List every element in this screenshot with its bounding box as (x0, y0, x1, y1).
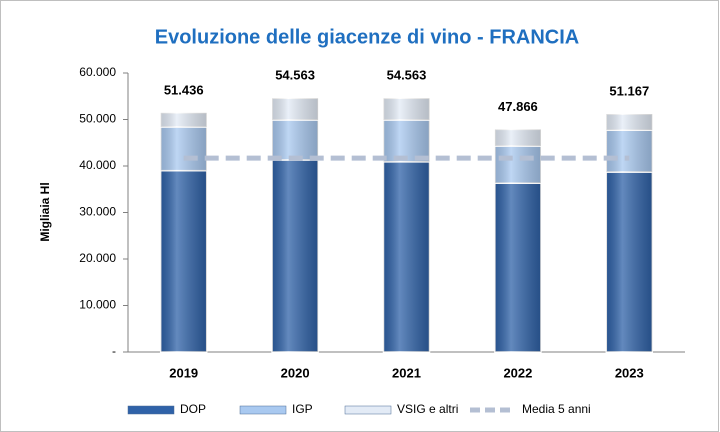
legend-swatch (127, 405, 175, 415)
y-tick-label: 10.000 (79, 298, 116, 312)
bar-shine (383, 98, 430, 120)
x-tick-label: 2020 (281, 365, 310, 380)
y-tick-label: 50.000 (79, 112, 116, 126)
bar-shine (606, 114, 653, 131)
y-tick-label: 30.000 (79, 205, 116, 219)
chart-title: Evoluzione delle giacenze di vino - FRAN… (155, 26, 580, 48)
bar-shine (272, 98, 319, 120)
bar-shine (160, 112, 207, 127)
x-tick-label: 2019 (169, 365, 198, 380)
bar-shine (160, 126, 207, 171)
y-axis-label: Migliaia Hl (38, 182, 52, 241)
bar-shine (272, 159, 319, 352)
legend-label: VSIG e altri (397, 402, 458, 416)
y-tick-label: 60.000 (79, 65, 116, 79)
total-label: 51.167 (609, 84, 649, 99)
total-label: 54.563 (275, 68, 315, 83)
bar-shine (383, 161, 430, 352)
bar-shine (272, 119, 319, 160)
bar-shine (383, 119, 430, 162)
legend-swatch (344, 405, 392, 415)
bar-shine (494, 146, 541, 184)
legend-swatch (239, 405, 287, 415)
legend-label: DOP (180, 402, 206, 416)
y-tick-label: - (112, 344, 116, 358)
x-tick-label: 2022 (503, 365, 532, 380)
bar-shine (606, 172, 653, 352)
total-label: 47.866 (498, 99, 538, 114)
y-tick-label: 20.000 (79, 251, 116, 265)
bar-shine (160, 170, 207, 352)
bar-shine (494, 129, 541, 147)
total-label: 51.436 (164, 82, 204, 97)
bar-shine (494, 183, 541, 352)
legend-label: Media 5 anni (522, 402, 591, 416)
x-tick-label: 2021 (392, 365, 421, 380)
bar-shine (606, 130, 653, 173)
legend-label: IGP (292, 402, 313, 416)
y-tick-label: 40.000 (79, 158, 116, 172)
x-tick-label: 2023 (615, 365, 644, 380)
total-label: 54.563 (387, 68, 427, 83)
